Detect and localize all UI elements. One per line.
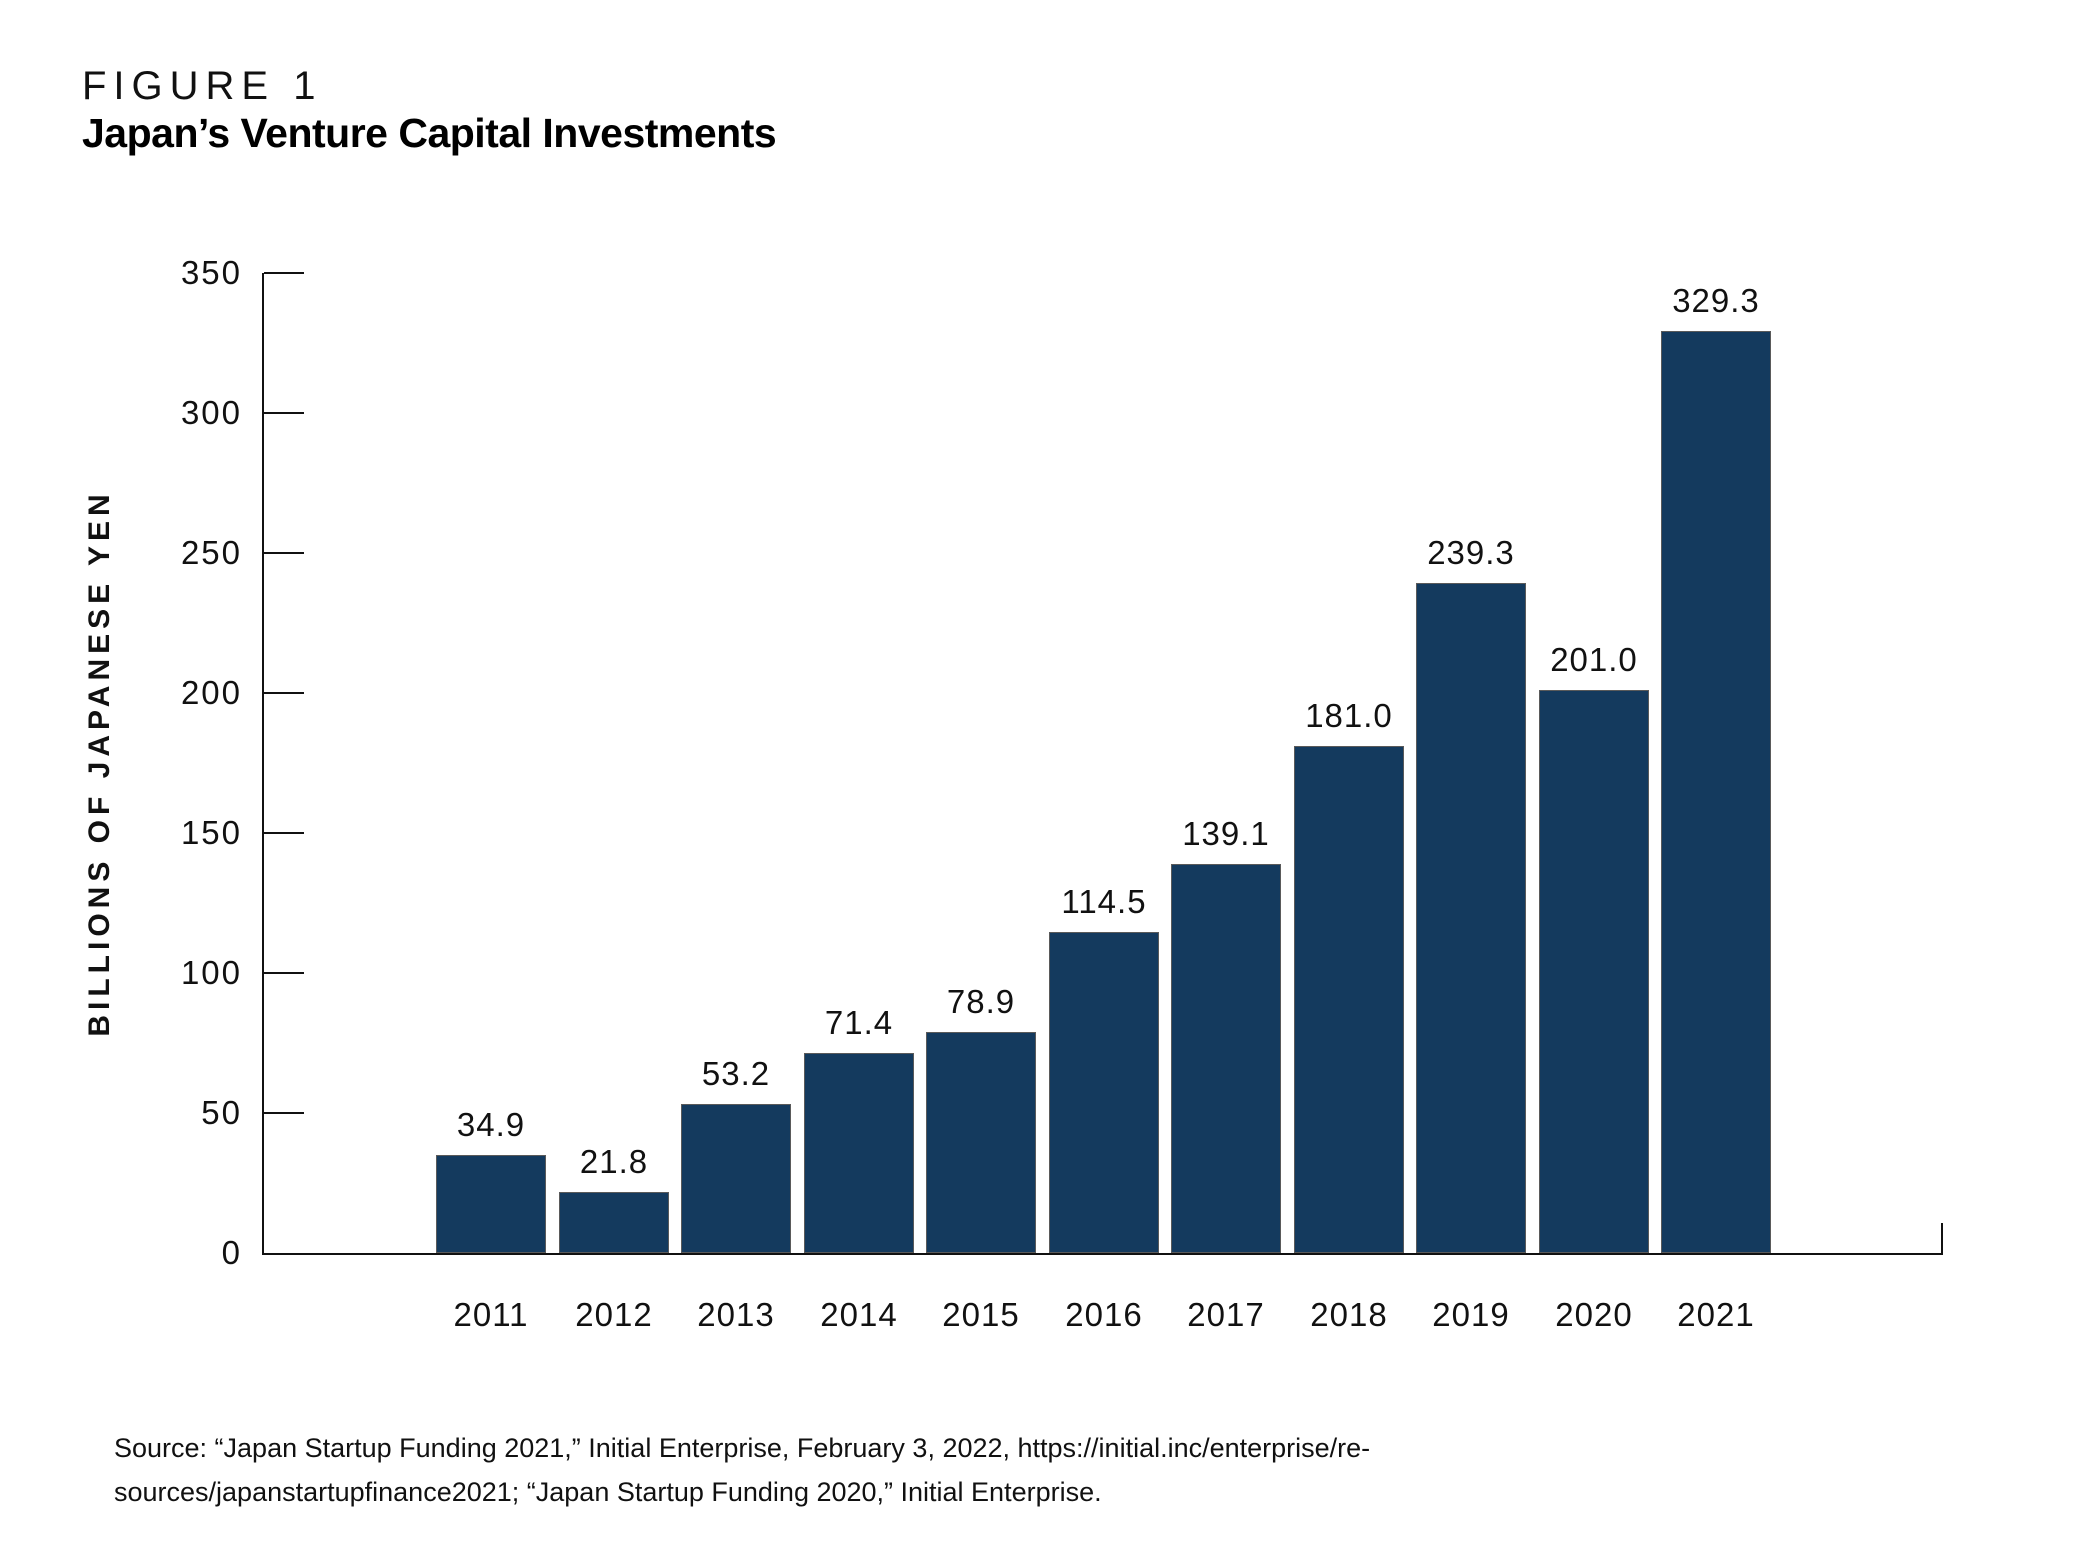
source-line-1: Source: “Japan Startup Funding 2021,” In…	[114, 1433, 1371, 1463]
bar-2020	[1539, 690, 1649, 1253]
y-tick-mark	[264, 272, 304, 274]
y-tick-mark	[264, 832, 304, 834]
y-tick-label: 100	[180, 954, 242, 991]
x-tick-label: 2019	[1432, 1296, 1510, 1333]
x-tick-label: 2012	[575, 1296, 653, 1333]
y-tick-label: 250	[180, 534, 242, 571]
y-tick-mark	[264, 692, 304, 694]
y-tick-label: 50	[201, 1094, 242, 1131]
y-tick-label: 350	[180, 254, 242, 291]
y-tick-label: 150	[180, 814, 242, 851]
source-note: Source: “Japan Startup Funding 2021,” In…	[114, 1426, 1370, 1514]
bar-2012	[559, 1192, 669, 1253]
bar-value-label: 181.0	[1305, 697, 1393, 734]
bar-2018	[1294, 746, 1404, 1253]
x-tick-label: 2016	[1065, 1296, 1143, 1333]
y-tick-label: 200	[180, 674, 242, 711]
x-axis-line	[262, 1253, 1943, 1255]
figure-title: Japan’s Venture Capital Investments	[82, 110, 777, 156]
x-tick-label: 2014	[820, 1296, 898, 1333]
y-tick-mark	[264, 972, 304, 974]
bar-2013	[681, 1104, 791, 1253]
bar-value-label: 329.3	[1672, 282, 1760, 319]
bar-2017	[1171, 864, 1281, 1253]
bar-value-label: 34.9	[456, 1106, 526, 1143]
x-tick-label: 2017	[1187, 1296, 1265, 1333]
y-tick-label: 300	[180, 394, 242, 431]
bar-2011	[436, 1155, 546, 1253]
x-tick-label: 2013	[697, 1296, 775, 1333]
bar-value-label: 78.9	[946, 983, 1016, 1020]
y-axis-line	[262, 273, 264, 1255]
bar-value-label: 201.0	[1550, 641, 1638, 678]
bar-2015	[926, 1032, 1036, 1253]
x-tick-label: 2011	[453, 1296, 529, 1333]
x-tick-label: 2020	[1555, 1296, 1633, 1333]
bar-2016	[1049, 932, 1159, 1253]
bar-2014	[804, 1053, 914, 1253]
bar-value-label: 71.4	[824, 1004, 894, 1041]
source-line-2: sources/japanstartupfinance2021; “Japan …	[114, 1477, 1102, 1507]
bar-2021	[1661, 331, 1771, 1253]
y-tick-mark	[264, 412, 304, 414]
figure-label: FIGURE 1	[82, 64, 323, 108]
x-tick-label: 2021	[1677, 1296, 1755, 1333]
bar-value-label: 239.3	[1427, 534, 1515, 571]
y-axis-title: BILLIONS OF JAPANESE YEN	[83, 489, 116, 1037]
y-tick-mark	[264, 552, 304, 554]
bar-value-label: 114.5	[1061, 883, 1147, 920]
bar-2019	[1416, 583, 1526, 1253]
bar-value-label: 21.8	[579, 1143, 649, 1180]
bar-value-label: 139.1	[1182, 815, 1270, 852]
bar-value-label: 53.2	[701, 1055, 771, 1092]
y-tick-label: 0	[221, 1234, 242, 1271]
x-tick-label: 2015	[942, 1296, 1020, 1333]
x-axis-end-tick	[1941, 1223, 1943, 1255]
x-tick-label: 2018	[1310, 1296, 1388, 1333]
y-tick-mark	[264, 1112, 304, 1114]
